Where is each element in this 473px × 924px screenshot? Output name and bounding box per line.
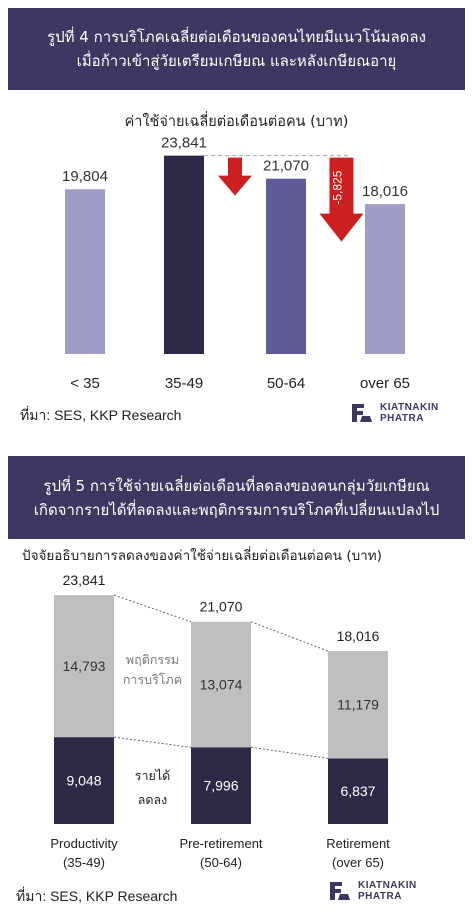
- figure4-title-banner: รูปที่ 4 การบริโภคเฉลี่ยต่อเดือนของคนไทย…: [8, 8, 465, 90]
- x-tick-label: over 65: [360, 375, 410, 392]
- logo-text-2: PHATRA: [358, 891, 402, 902]
- bar-segment-income-Pre-retirement: [191, 747, 251, 824]
- value-label: 9,048: [66, 773, 101, 789]
- x-tick-sublabel: (50-64): [200, 855, 242, 870]
- bar-segment-behavior-Pre-retirement: [191, 621, 251, 748]
- x-tick-sublabel: (35-49): [63, 855, 105, 870]
- decline-arrow-icon: [218, 157, 252, 196]
- bar-segment-income-Retirement: [328, 758, 388, 824]
- figure4-title-line1: รูปที่ 4 การบริโภคเฉลี่ยต่อเดือนของคนไทย…: [47, 28, 426, 46]
- legend-behavior-line2: การบริโภค: [123, 672, 182, 687]
- value-label: 11,179: [337, 697, 379, 713]
- total-label: 18,016: [337, 628, 380, 644]
- bar-over 65: [365, 204, 405, 354]
- kkp-logo-icon: [330, 882, 350, 900]
- figure4-source: ที่มา: SES, KKP Research: [20, 407, 182, 423]
- bar-< 35: [65, 189, 105, 354]
- connector-line: [113, 736, 192, 748]
- bar-segment-behavior-Retirement: [328, 651, 388, 759]
- connector-line: [113, 594, 192, 623]
- x-tick-label: Productivity: [50, 836, 118, 851]
- figure5-stacked-bar-chart: 9,048 14,793 23,841 7,996 13,074 21,070 6,837 1…: [50, 572, 390, 870]
- figure4-logo: KIATNAKIN PHATRA: [350, 402, 439, 424]
- bar-50-64: [266, 178, 306, 354]
- decline-label: -5,825: [331, 170, 345, 204]
- value-label: 14,793: [63, 658, 106, 674]
- logo-text-1: KIATNAKIN: [358, 880, 417, 891]
- figure5-source: ที่มา: SES, KKP Research: [16, 888, 178, 904]
- figure5-title-line2: เกิดจากรายได้ที่ลดลงและพฤติกรรมการบริโภค…: [33, 500, 440, 519]
- connector-line: [250, 746, 329, 759]
- bar-35-49: [164, 155, 204, 354]
- logo-text-2: PHATRA: [380, 413, 424, 424]
- figure5-title-banner: รูปที่ 5 การใช้จ่ายเฉลี่ยต่อเดือนที่ลดลง…: [8, 456, 465, 539]
- x-tick-label: < 35: [70, 375, 100, 392]
- x-tick-sublabel: (over 65): [332, 855, 384, 870]
- total-label: 21,070: [200, 599, 243, 615]
- value-label: 19,804: [62, 168, 108, 185]
- bar-segment-behavior-Productivity: [54, 595, 114, 738]
- figure4-title-line2: เมื่อก้าวเข้าสู่วัยเตรียมเกษียณ และหลังเ…: [76, 52, 397, 70]
- legend-income-line1: รายได้: [135, 769, 170, 783]
- figure5-subtitle: ปัจจัยอธิบายการลดลงของค่าใช้จ่ายเฉลี่ยต่…: [22, 548, 382, 564]
- figure5-title-line1: รูปที่ 5 การใช้จ่ายเฉลี่ยต่อเดือนที่ลดลง…: [43, 476, 430, 495]
- figure4-subtitle: ค่าใช้จ่ายเฉลี่ยต่อเดือนต่อคน (บาท): [124, 114, 349, 130]
- value-label: 7,996: [203, 778, 238, 794]
- x-tick-label: 35-49: [165, 375, 203, 392]
- total-label: 23,841: [63, 572, 106, 588]
- decline-arrow-icon: [319, 157, 364, 242]
- figure4-bar-chart: 19,804 23,841 21,070 18,016 < 35 35-49 50-64 o…: [62, 135, 410, 392]
- legend-income-line2: ลดลง: [138, 793, 168, 807]
- kkp-logo-icon: [352, 404, 372, 422]
- connector-line: [250, 621, 329, 652]
- logo-text-1: KIATNAKIN: [380, 402, 439, 413]
- x-tick-label: Pre-retirement: [179, 836, 262, 851]
- value-label: 23,841: [161, 135, 207, 152]
- value-label: 13,074: [200, 676, 243, 692]
- value-label: 6,837: [340, 783, 375, 799]
- value-label: 21,070: [263, 158, 309, 175]
- legend-behavior-line1: พฤติกรรม: [126, 653, 179, 667]
- bar-segment-income-Productivity: [54, 737, 114, 824]
- x-tick-label: 50-64: [267, 375, 305, 392]
- x-tick-label: Retirement: [326, 836, 390, 851]
- figure5-logo: KIATNAKIN PHATRA: [328, 880, 417, 902]
- value-label: 18,016: [362, 183, 408, 200]
